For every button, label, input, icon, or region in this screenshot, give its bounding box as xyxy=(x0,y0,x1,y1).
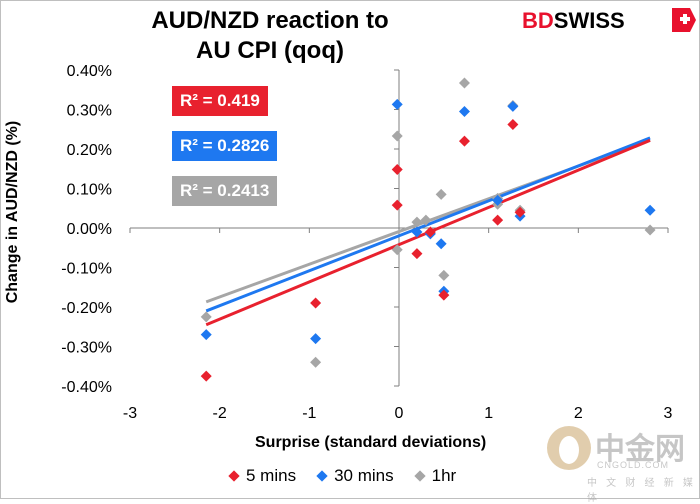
legend-label-5-mins: 5 mins xyxy=(246,466,297,485)
data-point-1hr xyxy=(420,214,432,226)
x-tick-label: -1 xyxy=(302,405,316,422)
data-point-1hr xyxy=(458,77,470,89)
cngold-watermark: 中金网 CNGOLD.COM 中 文 财 经 新 媒 体 xyxy=(547,424,697,504)
y-tick-label: 0.10% xyxy=(67,182,112,199)
data-point-5-mins xyxy=(507,119,519,131)
y-tick-label: 0.40% xyxy=(67,63,112,80)
data-point-5-mins xyxy=(458,135,470,147)
data-point-30-mins xyxy=(644,204,656,216)
watermark-cn: 中 文 财 经 新 媒 体 xyxy=(587,478,696,504)
data-point-1hr xyxy=(391,244,403,256)
logo-bd: BD xyxy=(522,8,554,33)
x-axis-label: Surprise (standard deviations) xyxy=(255,434,487,451)
chart-title: AUD/NZD reaction to AU CPI (qoq) xyxy=(120,6,420,66)
title-line-2: AU CPI (qoq) xyxy=(196,37,344,64)
legend-label-30-mins: 30 mins xyxy=(334,466,394,485)
data-point-5-mins xyxy=(391,164,403,176)
x-tick-label: -2 xyxy=(213,405,227,422)
legend-label-1hr: 1hr xyxy=(431,466,457,485)
y-tick-label: -0.40% xyxy=(61,379,112,396)
x-tick-label: 3 xyxy=(664,405,673,422)
y-tick-label: -0.30% xyxy=(61,340,112,357)
watermark-main: 中金网 xyxy=(595,432,685,467)
watermark-logo-icon xyxy=(547,426,591,470)
data-point-1hr xyxy=(438,269,450,281)
data-point-5-mins xyxy=(438,289,450,301)
watermark-sub: CNGOLD.COM xyxy=(597,460,670,470)
logo-swiss: SWISS xyxy=(553,8,625,33)
logo-flag-icon xyxy=(672,8,696,32)
data-point-1hr xyxy=(310,356,322,368)
data-point-5-mins xyxy=(391,199,403,211)
y-tick-labels: -0.40% -0.30% -0.20% -0.10% 0.00% 0.10% 0.20% 0… xyxy=(61,63,399,396)
data-point-5-mins xyxy=(310,297,322,309)
y-tick-label: -0.10% xyxy=(61,261,112,278)
diamond-icon xyxy=(228,470,240,482)
diamond-icon xyxy=(413,470,426,482)
x-tick-label: 0 xyxy=(395,405,404,422)
legend-item-1hr: 1hr xyxy=(413,466,457,486)
data-point-30-mins xyxy=(391,98,403,110)
data-points xyxy=(200,77,656,382)
data-point-30-mins xyxy=(492,194,504,206)
bdswiss-logo: BDSWISS xyxy=(522,6,697,40)
x-tick-label: 1 xyxy=(484,405,493,422)
data-point-30-mins xyxy=(310,333,322,345)
data-point-30-mins xyxy=(435,238,447,250)
y-tick-label: 0.30% xyxy=(67,103,112,120)
legend-item-30-mins: 30 mins xyxy=(316,466,394,486)
data-point-1hr xyxy=(200,311,212,323)
legend: 5 mins 30 mins 1hr xyxy=(228,466,457,486)
data-point-30-mins xyxy=(200,329,212,341)
y-tick-label: 0.20% xyxy=(67,142,112,159)
trend-line-30-mins xyxy=(205,136,651,313)
data-point-1hr xyxy=(644,224,656,236)
data-point-5-mins xyxy=(424,226,436,238)
data-point-5-mins xyxy=(514,206,526,218)
data-point-30-mins xyxy=(411,226,423,238)
legend-item-5-mins: 5 mins xyxy=(228,466,297,486)
y-tick-label: -0.20% xyxy=(61,300,112,317)
x-tick-labels: -3 -2 -1 0 1 2 3 xyxy=(123,228,673,422)
x-tick-label: 2 xyxy=(574,405,583,422)
data-point-1hr xyxy=(435,188,447,200)
r2-label-30-mins: R² = 0.2826 xyxy=(172,131,278,161)
data-point-1hr xyxy=(411,216,423,228)
data-point-5-mins xyxy=(492,214,504,226)
title-line-1: AUD/NZD reaction to xyxy=(151,7,389,34)
r2-label-5-mins: R² = 0.419 xyxy=(172,86,268,116)
data-point-5-mins xyxy=(411,248,423,260)
data-point-5-mins xyxy=(200,370,212,382)
r2-label-1hr: R² = 0.2413 xyxy=(172,176,278,206)
x-tick-label: -3 xyxy=(123,405,137,422)
diamond-icon xyxy=(316,470,328,482)
data-point-1hr xyxy=(391,130,403,142)
data-point-30-mins xyxy=(458,105,470,117)
data-point-30-mins xyxy=(507,100,519,112)
y-axis-label: Change in AUD/NZD (%) xyxy=(4,120,21,304)
logo-text: BDSWISS xyxy=(522,8,625,34)
y-tick-label: 0.00% xyxy=(67,221,112,238)
